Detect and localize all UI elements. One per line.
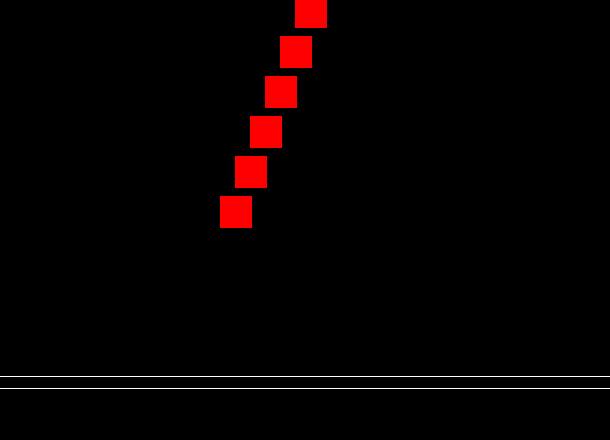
red-block xyxy=(235,156,267,188)
red-block xyxy=(295,0,327,28)
red-block xyxy=(280,36,312,68)
ground-line-bottom xyxy=(0,388,610,389)
red-block xyxy=(250,116,282,148)
red-block xyxy=(220,196,252,228)
red-block xyxy=(265,76,297,108)
ground-line-top xyxy=(0,376,610,377)
